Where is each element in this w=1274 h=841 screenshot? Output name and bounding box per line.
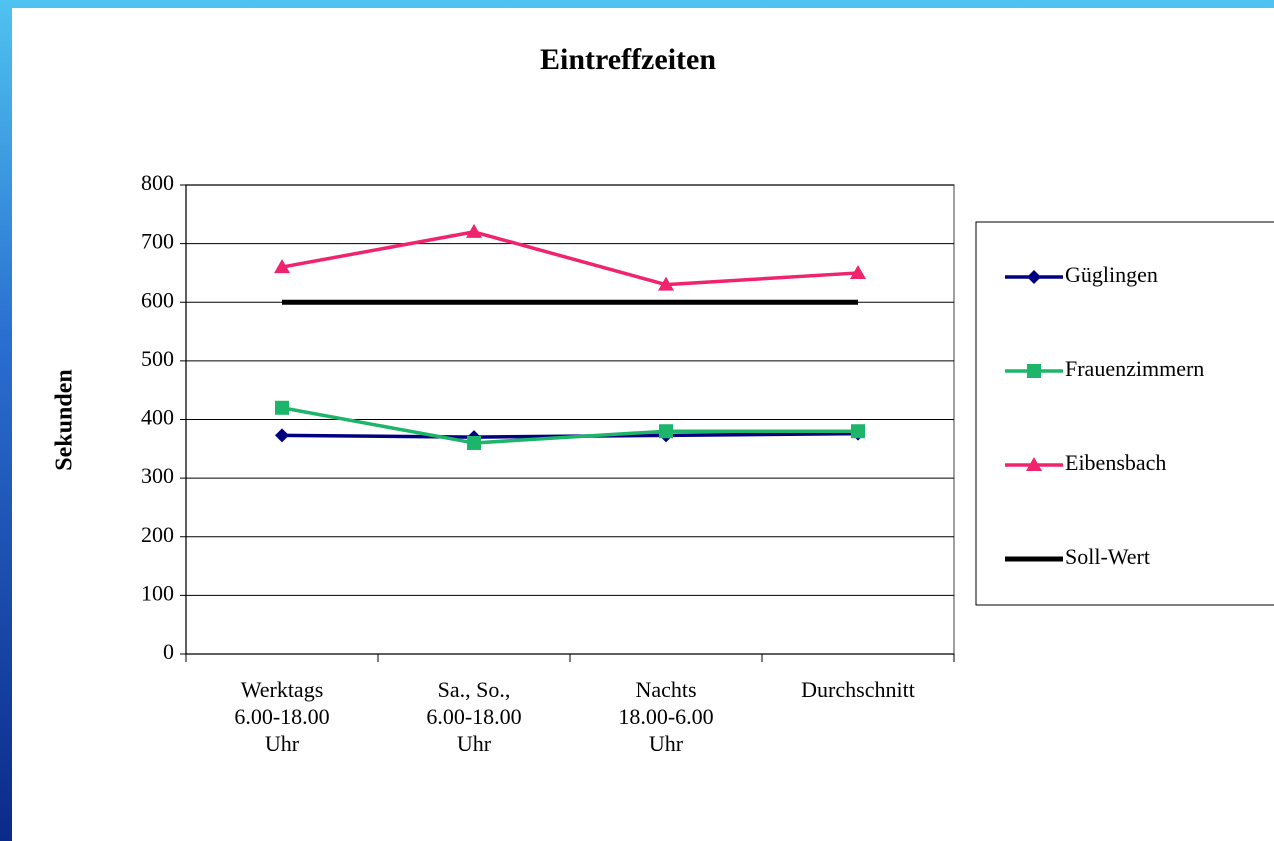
- legend-label: Eibensbach: [1065, 450, 1166, 475]
- x-tick-label: Durchschnitt: [801, 677, 915, 702]
- legend-label: Soll-Wert: [1065, 544, 1150, 569]
- legend-marker: [1026, 457, 1042, 471]
- data-point: [466, 223, 482, 238]
- legend-marker: [1027, 270, 1041, 284]
- data-point: [275, 400, 289, 415]
- chart-title: Eintreffzeiten: [540, 43, 716, 76]
- data-point: [851, 424, 865, 439]
- series-line: [281, 230, 859, 287]
- legend-box: [975, 221, 1274, 606]
- data-point: [850, 264, 866, 279]
- data-point: [658, 276, 674, 291]
- legend-label: Frauenzimmern: [1065, 356, 1204, 381]
- legend-label: Güglingen: [1065, 262, 1158, 287]
- y-tick-label: 0: [163, 639, 174, 664]
- legend-marker: [1027, 364, 1041, 378]
- y-tick-label: 500: [141, 346, 174, 371]
- data-point: [467, 435, 481, 450]
- y-tick-label: 400: [141, 405, 174, 430]
- y-tick-label: 200: [141, 522, 174, 547]
- data-point: [275, 428, 289, 443]
- x-tick-label: Werktags 6.00-18.00 Uhr: [234, 677, 330, 756]
- series-line: [281, 406, 858, 445]
- y-tick-label: 300: [141, 463, 174, 488]
- y-tick-label: 700: [141, 229, 174, 254]
- x-tick-label: Sa., So., 6.00-18.00 Uhr: [426, 677, 522, 756]
- y-axis-label: Sekunden: [52, 369, 78, 470]
- data-point: [274, 259, 290, 274]
- y-tick-label: 100: [141, 580, 174, 605]
- x-tick-label: Nachts 18.00-6.00 Uhr: [618, 677, 714, 756]
- data-point: [659, 424, 673, 439]
- y-tick-label: 800: [141, 170, 174, 195]
- y-tick-label: 600: [141, 287, 174, 312]
